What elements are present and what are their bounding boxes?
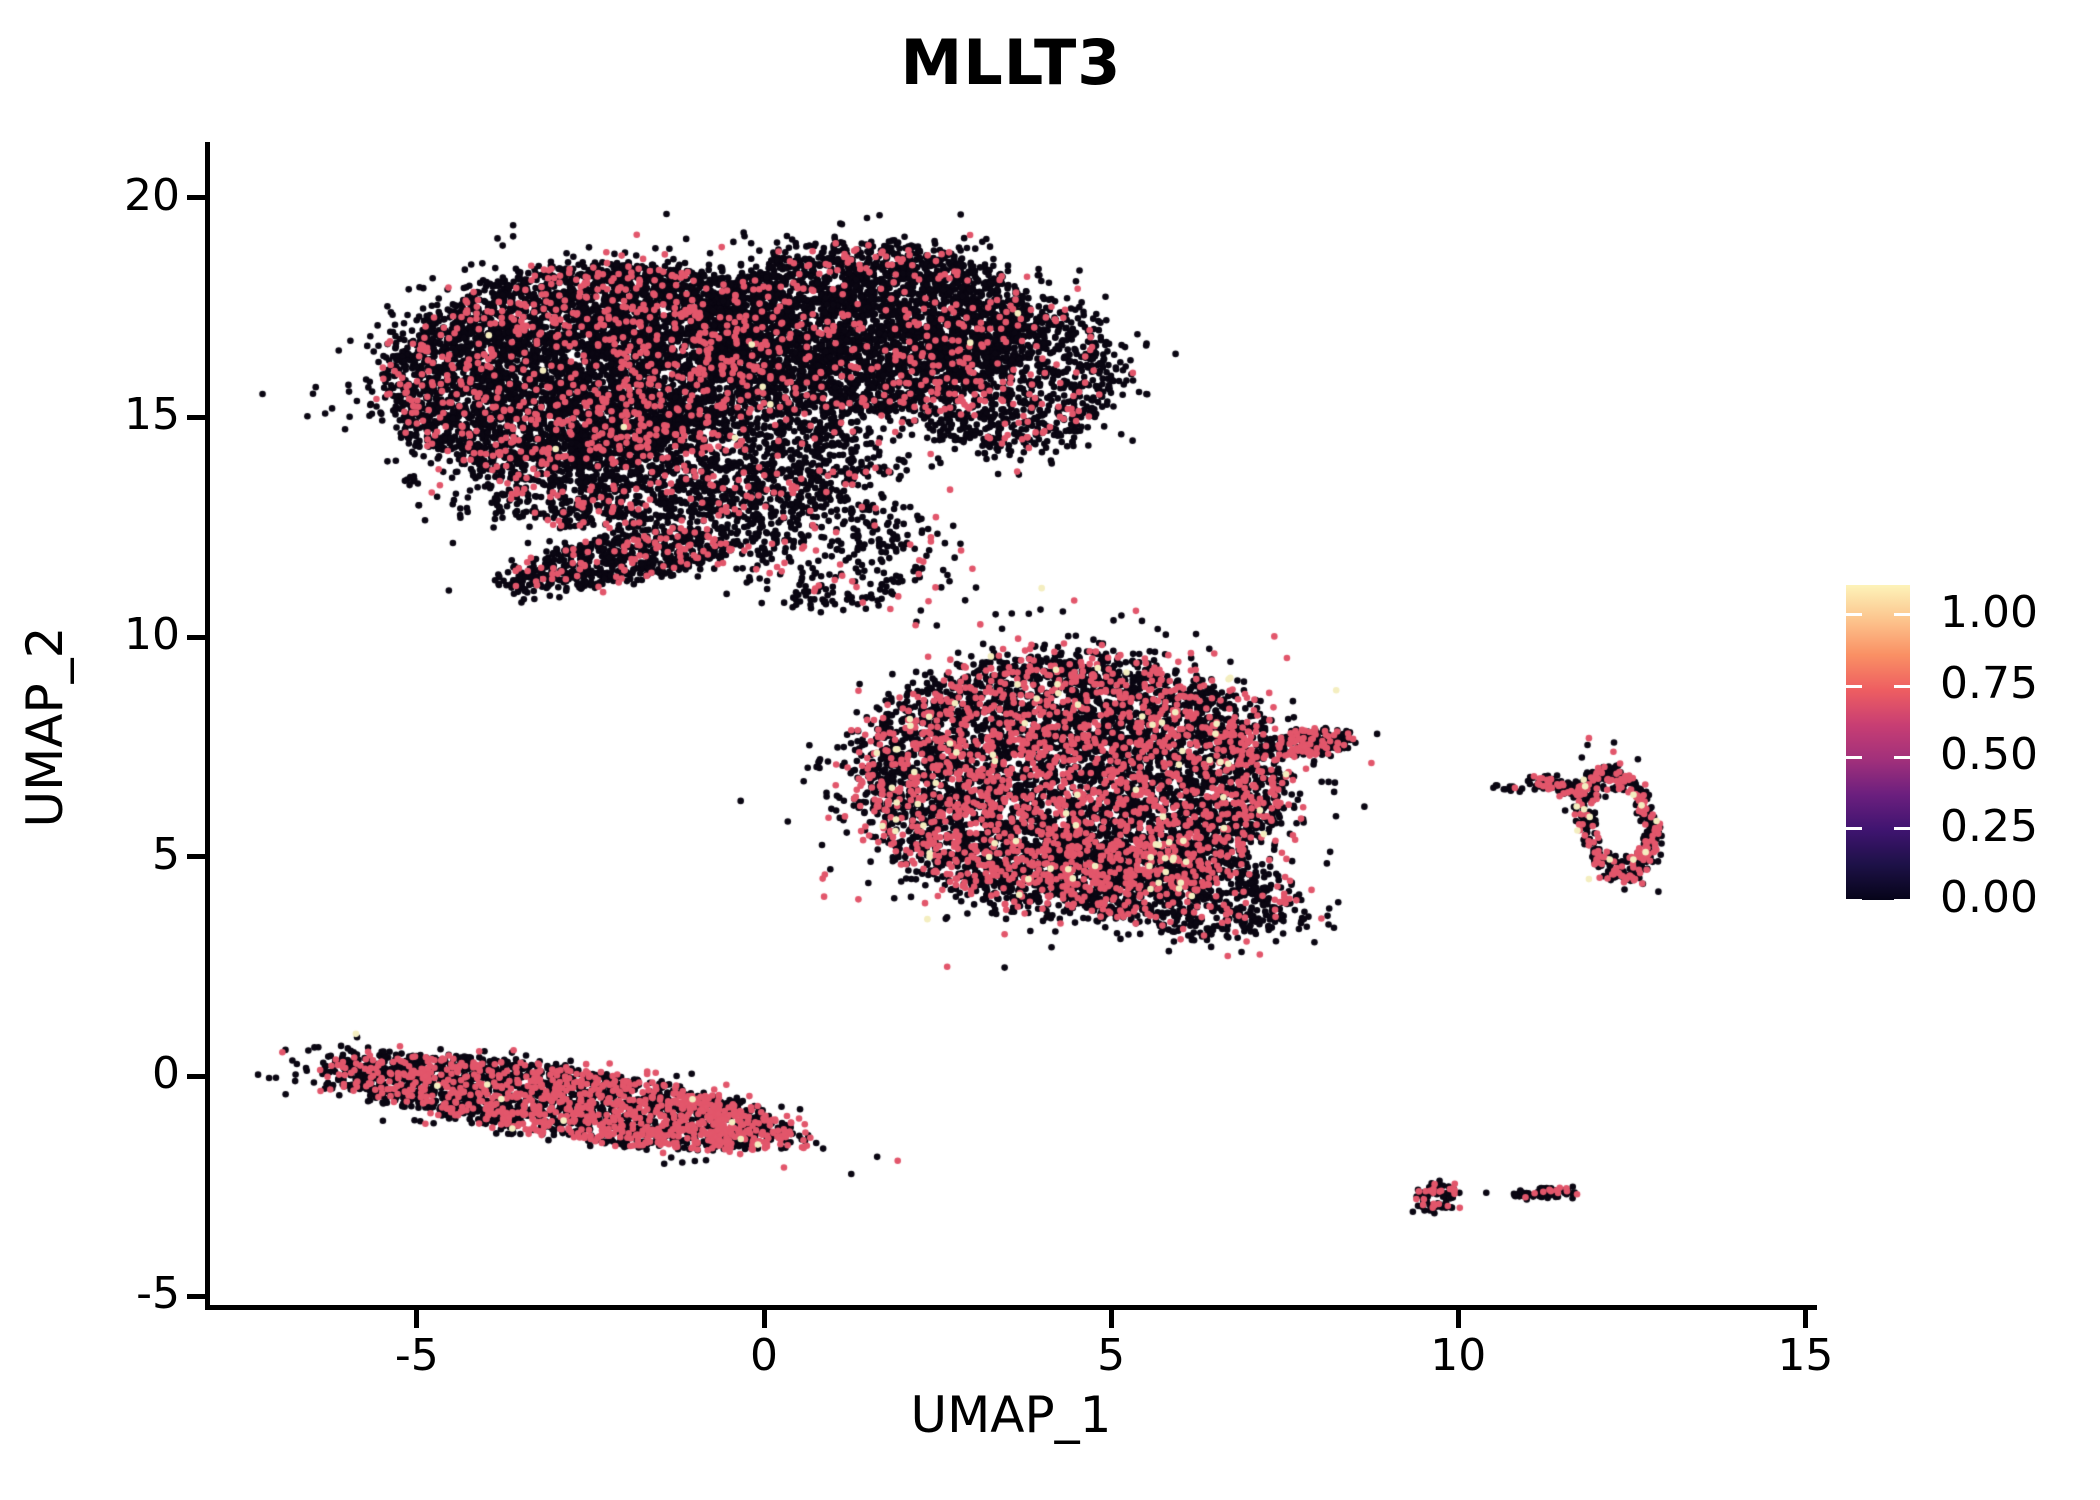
legend-tick-label: 0.50 [1940, 729, 2038, 781]
x-tick-mark [414, 1310, 420, 1328]
legend-tick-label: 0.00 [1940, 872, 2038, 923]
x-tick-mark [1455, 1310, 1461, 1328]
legend-tick-dash [1846, 898, 1862, 902]
y-tick-mark [187, 634, 205, 640]
x-tick-mark [1108, 1310, 1114, 1328]
x-tick-mark [761, 1310, 767, 1328]
y-tick-mark [187, 195, 205, 201]
x-tick-label: 5 [1097, 1330, 1126, 1381]
x-tick-mark [1802, 1310, 1808, 1328]
y-tick-label: 20 [124, 169, 180, 221]
legend-tick-dash [1894, 898, 1910, 902]
legend-tick-dash [1846, 613, 1862, 617]
legend-tick-label: 0.25 [1940, 800, 2038, 852]
y-tick-label: 10 [124, 609, 180, 661]
y-tick-label: 15 [124, 389, 180, 441]
legend-tick-dash [1894, 684, 1910, 688]
y-axis-title: UMAP_2 [16, 626, 74, 828]
legend-tick-dash [1846, 684, 1862, 688]
x-tick-label: 0 [750, 1330, 778, 1381]
y-tick-mark [187, 854, 205, 860]
x-tick-label: 10 [1430, 1330, 1487, 1381]
y-tick-label: 5 [152, 828, 180, 880]
y-tick-mark [187, 414, 205, 420]
y-tick-mark [187, 1293, 205, 1299]
x-axis-title: UMAP_1 [910, 1386, 1112, 1444]
legend-tick-label: 0.75 [1940, 658, 2038, 710]
legend-tick-dash [1894, 755, 1910, 759]
y-tick-mark [187, 1073, 205, 1079]
legend-tick-dash [1846, 827, 1862, 831]
x-axis-line [205, 1305, 1817, 1310]
x-tick-label: 15 [1777, 1330, 1834, 1381]
y-tick-label: 0 [152, 1048, 180, 1100]
legend-tick-dash [1894, 613, 1910, 617]
y-axis-line [205, 142, 210, 1310]
legend-tick-dash [1894, 827, 1910, 831]
x-tick-label: -5 [394, 1330, 439, 1381]
legend-tick-dash [1846, 755, 1862, 759]
colorbar-gradient [1846, 585, 1910, 900]
y-tick-label: -5 [136, 1268, 180, 1320]
legend-tick-label: 1.00 [1940, 586, 2038, 638]
